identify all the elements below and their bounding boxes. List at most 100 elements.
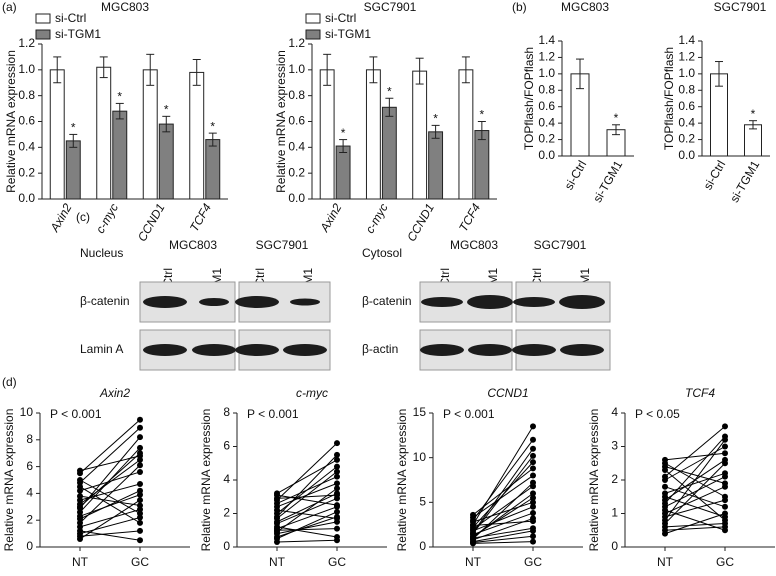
pair-line: [664, 486, 726, 514]
legend-label: si-Ctrl: [55, 11, 86, 25]
pair-line: [472, 461, 534, 528]
point: [274, 533, 280, 540]
y-tick-label: 0.0: [678, 148, 695, 162]
pair-line: [79, 499, 141, 540]
pair-line: [276, 459, 338, 494]
point: [137, 481, 143, 488]
pair-line: [472, 426, 534, 525]
pair-line: [472, 520, 534, 527]
point: [137, 519, 143, 526]
pair-line: [276, 516, 338, 538]
bar: [319, 69, 335, 200]
point: [334, 492, 340, 499]
point: [137, 502, 143, 509]
y-tick-label: 0.6: [288, 114, 305, 128]
band: [283, 344, 327, 356]
point: [662, 463, 668, 470]
y-tick-label: 2: [26, 512, 33, 526]
point: [334, 508, 340, 515]
x-tick-label: si-TGM1: [727, 158, 762, 205]
y-tick-label: 0.4: [288, 140, 305, 154]
pair-line: [664, 466, 726, 484]
y-tick-label: 0: [419, 539, 426, 553]
point: [530, 436, 536, 443]
row-label: β-actin: [362, 342, 398, 356]
point: [662, 456, 668, 463]
point: [530, 518, 536, 525]
y-tick-label: 1.2: [678, 50, 695, 64]
point: [662, 483, 668, 490]
point: [530, 494, 536, 501]
point: [77, 483, 83, 490]
y-tick-label: 0: [223, 539, 230, 553]
legend-swatch: [35, 29, 51, 40]
pair-line: [664, 446, 726, 481]
pair-line: [664, 496, 726, 518]
pair-line: [472, 492, 534, 538]
cell-line: MGC803: [450, 238, 498, 252]
point: [662, 497, 668, 504]
pair-line: [664, 509, 726, 531]
pair-line: [79, 455, 141, 472]
y-tick-label: 0.6: [678, 99, 695, 113]
point: [662, 490, 668, 497]
point: [137, 468, 143, 475]
y-tick-label: 3: [611, 439, 618, 453]
cell-line: MGC803: [169, 238, 217, 252]
pair-line: [79, 508, 141, 528]
significance: *: [341, 126, 346, 140]
legend-label: si-TGM1: [55, 27, 101, 41]
point: [334, 480, 340, 487]
point: [77, 477, 83, 483]
y-tick-label: 1.0: [288, 62, 305, 76]
x-tick-label: Axin2: [317, 201, 345, 235]
band: [559, 295, 605, 309]
point: [722, 456, 728, 463]
point: [334, 468, 340, 475]
point: [274, 525, 280, 532]
bar: [96, 66, 112, 200]
band: [235, 344, 279, 356]
pair-line: [472, 475, 534, 518]
point: [77, 530, 83, 537]
row-label: β-catenin: [362, 294, 412, 308]
point: [530, 423, 536, 430]
legend-label: si-TGM1: [325, 27, 371, 41]
bar: [744, 124, 762, 157]
y-tick-label: 0.0: [538, 148, 555, 162]
pair-line: [79, 486, 141, 524]
y-axis-label: Relative mRNA expression: [395, 409, 409, 552]
bar: [189, 71, 205, 200]
y-tick-label: 1.0: [538, 66, 555, 80]
pair-line: [79, 479, 141, 514]
significance: *: [164, 103, 169, 117]
x-tick-label: GC: [328, 555, 346, 569]
chart-title: CCND1: [487, 386, 528, 400]
x-tick-label: TCF4: [187, 201, 214, 234]
annotation: P < 0.001: [50, 407, 102, 421]
point: [137, 452, 143, 459]
bar: [428, 131, 444, 200]
point: [274, 490, 280, 497]
x-tick-label: CCND1: [135, 201, 168, 244]
x-tick-label: TCF4: [456, 201, 483, 234]
point: [722, 520, 728, 527]
pair-line: [664, 499, 726, 518]
pair-line: [276, 497, 338, 525]
band: [290, 298, 320, 306]
point: [530, 452, 536, 459]
x-tick-label: si-TGM1: [590, 158, 625, 205]
row-label: Lamin A: [80, 342, 123, 356]
chart-title: MGC803: [101, 0, 149, 14]
y-tick-label: 0.6: [538, 99, 555, 113]
pair-line: [664, 486, 726, 508]
point: [334, 503, 340, 510]
x-tick-label: GC: [131, 555, 149, 569]
x-tick-label: NT: [657, 555, 674, 569]
point: [722, 433, 728, 440]
y-tick-label: 1.2: [18, 36, 35, 50]
point: [722, 423, 728, 430]
bar: [158, 123, 174, 200]
significance: *: [117, 90, 122, 104]
point: [662, 513, 668, 520]
